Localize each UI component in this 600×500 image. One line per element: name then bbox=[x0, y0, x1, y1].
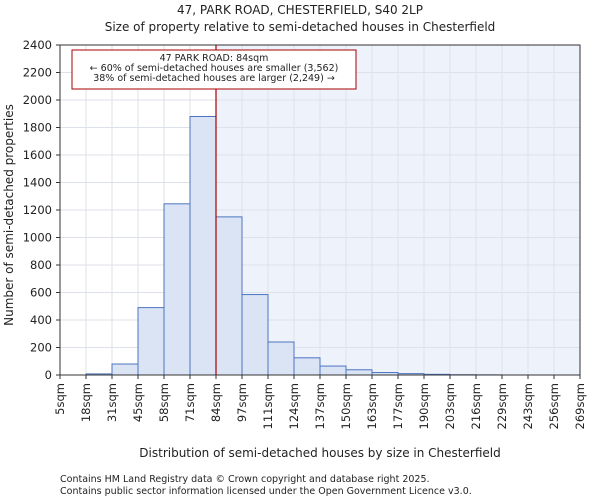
x-tick-label-0: 5sqm bbox=[53, 383, 67, 415]
x-tick-label-10: 137sqm bbox=[313, 383, 327, 429]
x-tick-label-4: 58sqm bbox=[157, 383, 171, 422]
bar-4 bbox=[163, 203, 191, 376]
x-tick-label-17: 229sqm bbox=[495, 383, 509, 429]
x-tick-label-2: 31sqm bbox=[105, 383, 119, 422]
x-tick-label-14: 190sqm bbox=[417, 383, 431, 429]
y-tick-label-6: 1200 bbox=[23, 203, 52, 217]
bar-8 bbox=[267, 341, 295, 376]
x-tick-label-5: 71sqm bbox=[183, 383, 197, 422]
y-tick-label-2: 400 bbox=[30, 313, 52, 327]
bar-3 bbox=[137, 307, 165, 376]
x-tick-label-19: 256sqm bbox=[547, 383, 561, 429]
x-tick-label-6: 84sqm bbox=[209, 383, 223, 422]
x-tick-label-12: 163sqm bbox=[365, 383, 379, 429]
bar-11 bbox=[345, 369, 373, 376]
x-tick-label-7: 97sqm bbox=[235, 383, 249, 422]
x-tick-label-11: 150sqm bbox=[339, 383, 353, 429]
plot-frame bbox=[59, 44, 581, 376]
y-tick-label-12: 2400 bbox=[23, 38, 52, 52]
bars bbox=[85, 116, 503, 376]
y-tick-label-8: 1600 bbox=[23, 148, 52, 162]
bar-7 bbox=[241, 294, 269, 376]
annotation-border bbox=[71, 49, 357, 90]
y-tick-label-9: 1800 bbox=[23, 121, 52, 135]
x-axis-label: Distribution of semi-detached houses by … bbox=[139, 446, 500, 460]
x-tick-label-20: 269sqm bbox=[573, 383, 587, 429]
y-tick-label-5: 1000 bbox=[23, 231, 52, 245]
x-tick-label-13: 177sqm bbox=[391, 383, 405, 429]
y-tick-label-7: 1400 bbox=[23, 176, 52, 190]
y-tick-label-0: 0 bbox=[45, 368, 52, 382]
x-tick-label-18: 243sqm bbox=[521, 383, 535, 429]
chart-title-line1: 47, PARK ROAD, CHESTERFIELD, S40 2LP bbox=[177, 3, 423, 17]
bar-9 bbox=[293, 357, 321, 376]
y-axis: 0 200 400 600 800 1000 1200 1400 1600 1800 2000 220… bbox=[23, 38, 60, 382]
annotation-box: 47 PARK ROAD: 84sqm ← 60% of semi-detach… bbox=[71, 49, 357, 90]
annotation-line3: 38% of semi-detached houses are larger (… bbox=[93, 73, 335, 84]
x-tick-label-15: 203sqm bbox=[443, 383, 457, 429]
x-tick-label-3: 45sqm bbox=[131, 383, 145, 422]
annotation-line1: 47 PARK ROAD: 84sqm bbox=[160, 53, 269, 64]
bar-2 bbox=[111, 363, 139, 376]
footer-line2: Contains public sector information licen… bbox=[60, 486, 472, 497]
y-tick-label-1: 200 bbox=[30, 341, 52, 355]
bar-5 bbox=[189, 116, 217, 376]
y-tick-label-10: 2000 bbox=[23, 93, 52, 107]
bar-6 bbox=[215, 216, 243, 376]
y-axis-label: Number of semi-detached properties bbox=[2, 104, 16, 326]
x-tick-label-1: 18sqm bbox=[79, 383, 93, 422]
footer-line1: Contains HM Land Registry data © Crown c… bbox=[60, 474, 430, 485]
x-tick-label-9: 124sqm bbox=[287, 383, 301, 429]
y-tick-label-3: 600 bbox=[30, 286, 52, 300]
x-tick-label-8: 111sqm bbox=[261, 383, 275, 429]
chart-title-line2: Size of property relative to semi-detach… bbox=[105, 20, 496, 34]
y-tick-label-4: 800 bbox=[30, 258, 52, 272]
x-tick-label-16: 216sqm bbox=[469, 383, 483, 429]
x-axis: 5sqm 18sqm 31sqm 45sqm 58sqm 71sqm 84sqm 97sqm 1… bbox=[53, 375, 587, 429]
y-tick-label-11: 2200 bbox=[23, 66, 52, 80]
bar-10 bbox=[319, 365, 347, 376]
annotation-line2: ← 60% of semi-detached houses are smalle… bbox=[90, 63, 339, 74]
